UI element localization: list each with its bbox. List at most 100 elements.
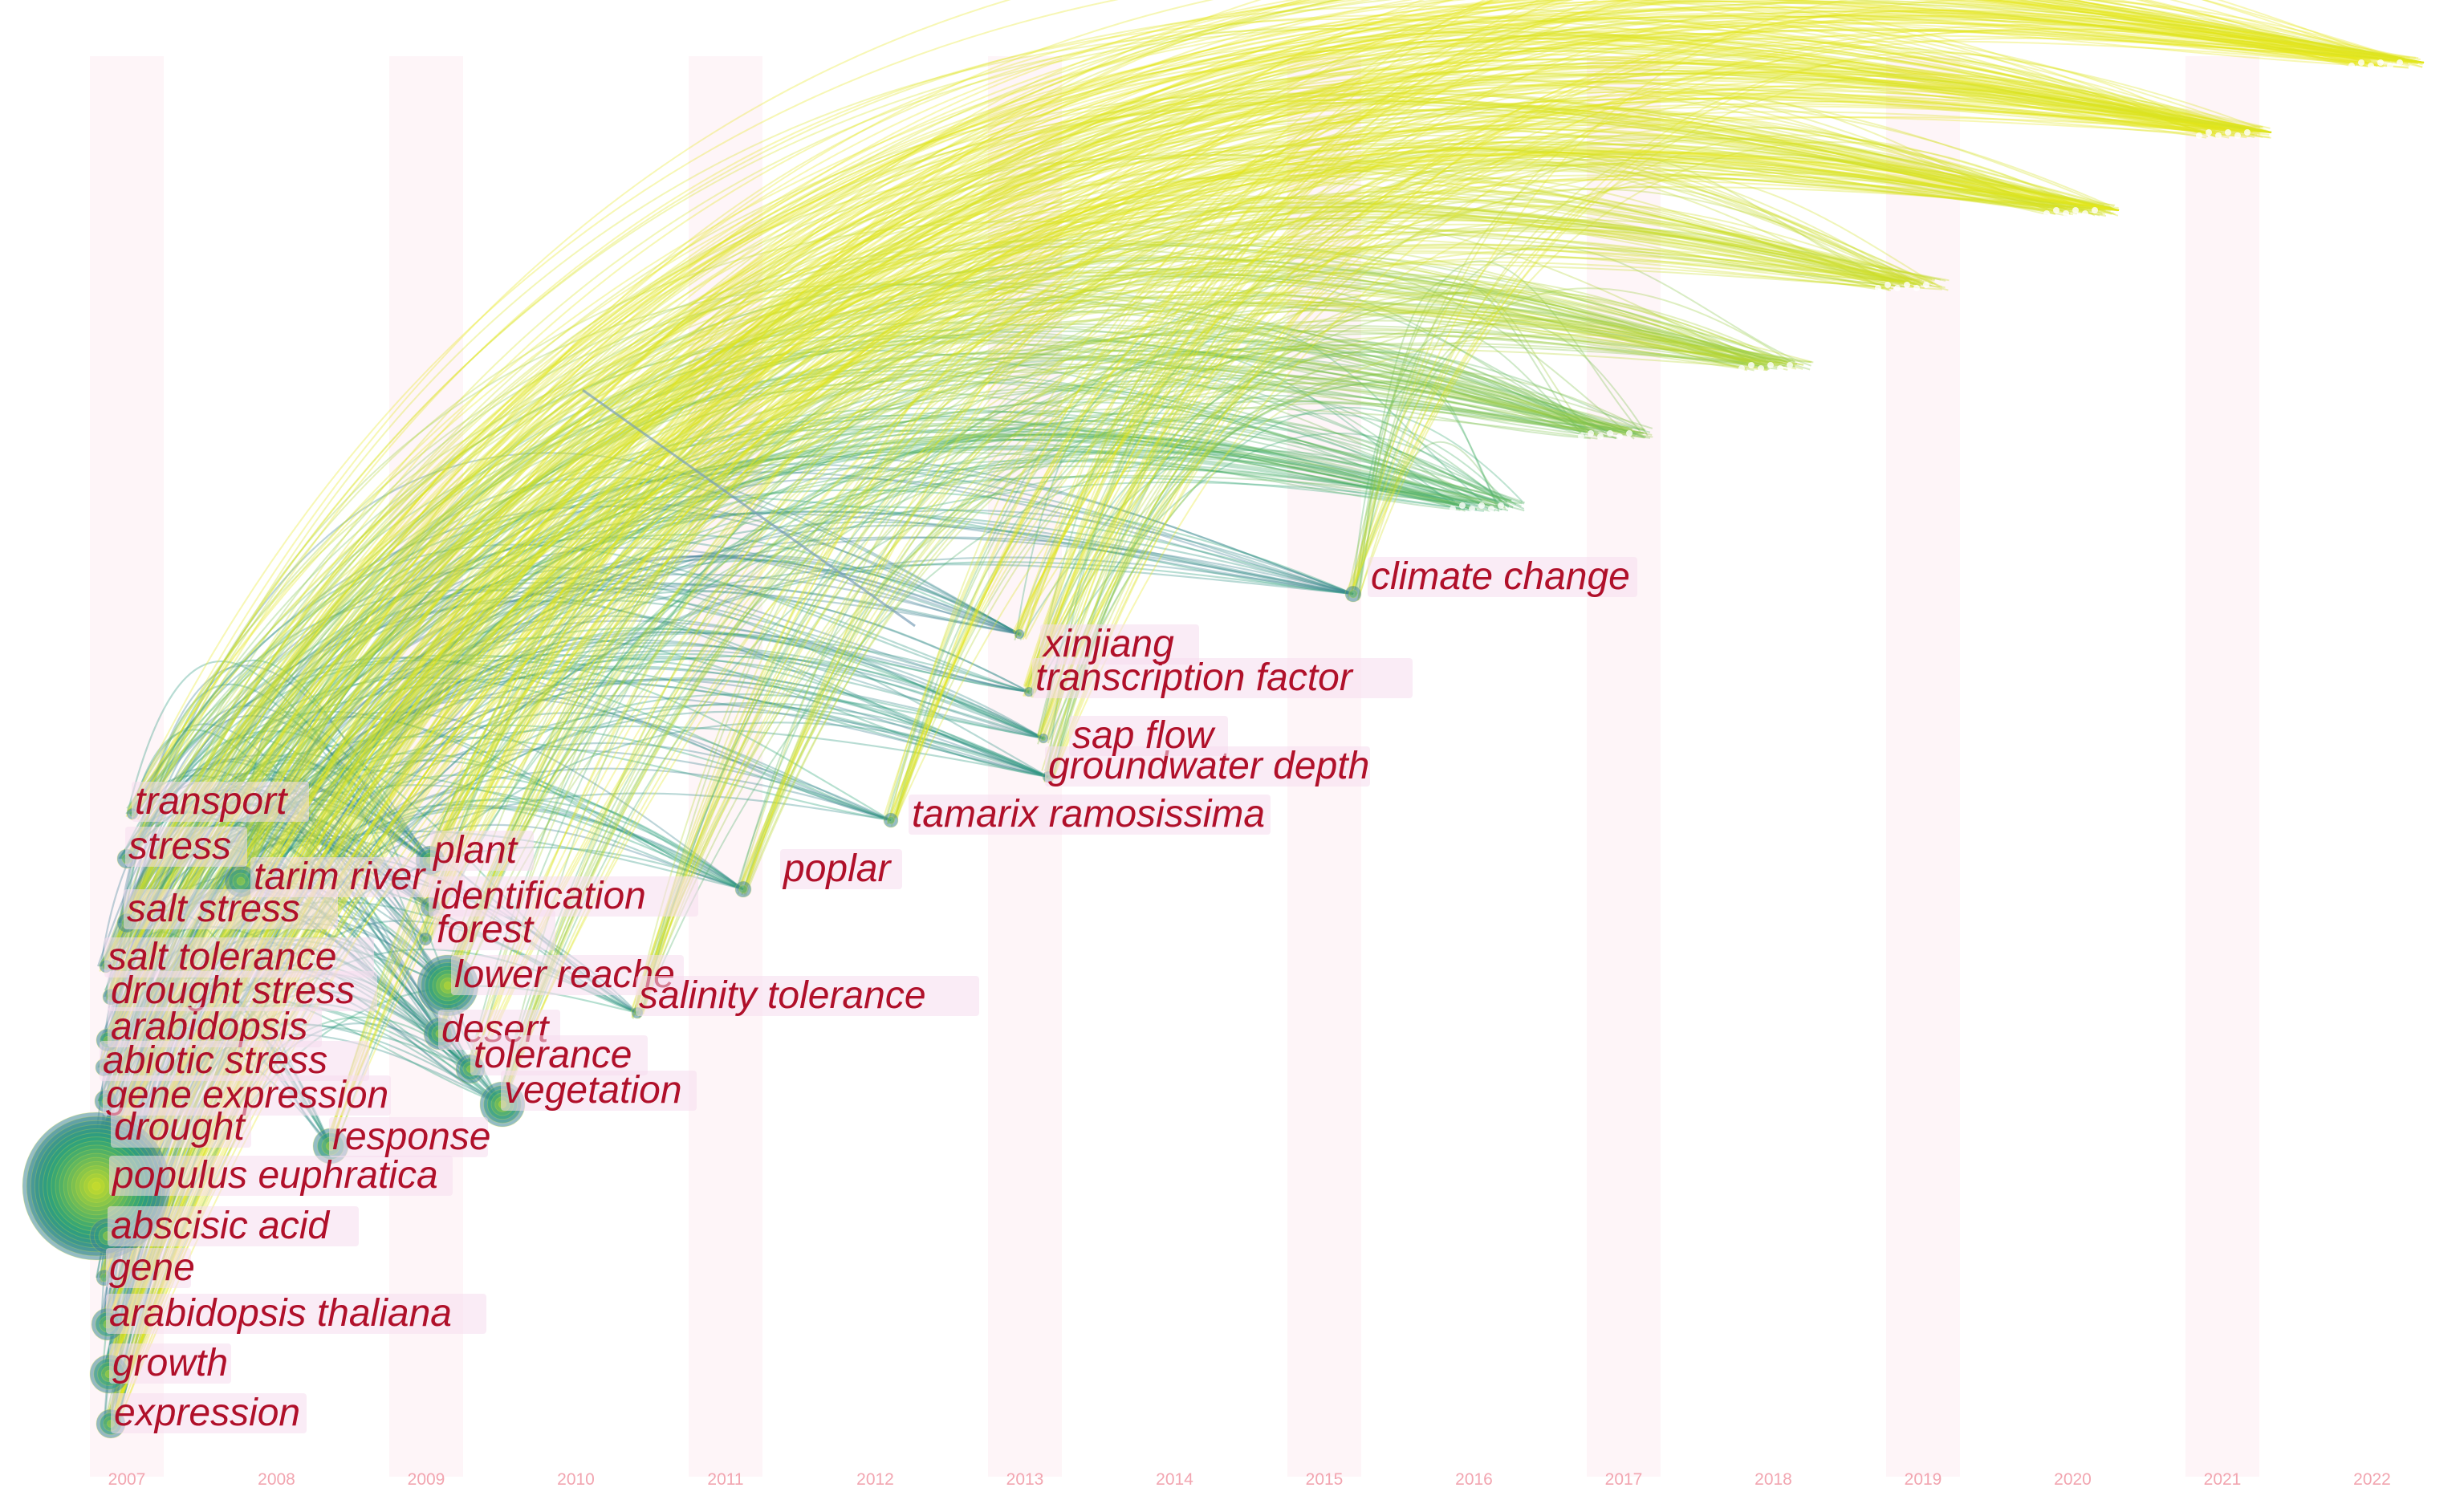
keyword-label: climate change bbox=[1371, 555, 1630, 598]
link-453 bbox=[100, 177, 1925, 1186]
link-675 bbox=[105, 0, 2352, 971]
link-566 bbox=[896, 101, 2110, 819]
link-703 bbox=[1033, 0, 2423, 688]
stack-node-1-1 bbox=[1616, 433, 1623, 440]
keyword-label-bg bbox=[124, 889, 338, 929]
keyword-vegetation[interactable]: vegetation bbox=[501, 1069, 697, 1112]
stack-node-4-1 bbox=[2082, 210, 2088, 217]
keyword-response[interactable]: response bbox=[329, 1116, 490, 1158]
link-150 bbox=[139, 677, 1049, 815]
link-240 bbox=[441, 450, 1509, 987]
link-590 bbox=[130, 84, 2223, 929]
link-401 bbox=[453, 265, 1768, 982]
link-287 bbox=[1053, 394, 1525, 777]
link-413 bbox=[101, 266, 1779, 965]
link-277 bbox=[238, 373, 1511, 886]
link-749 bbox=[96, 70, 2272, 1187]
keyword-arabidopsis-thaliana[interactable]: arabidopsis thaliana bbox=[106, 1292, 486, 1335]
link-669 bbox=[1014, 28, 2419, 639]
link-464 bbox=[502, 210, 1879, 1103]
link-485 bbox=[428, 225, 1905, 867]
link-448 bbox=[100, 153, 1913, 1275]
keyword-tolerance[interactable]: tolerance bbox=[470, 1034, 648, 1076]
link-595 bbox=[109, 47, 2201, 994]
keyword-plant[interactable]: plant bbox=[430, 829, 534, 872]
keyword-drought[interactable]: drought bbox=[111, 1106, 251, 1148]
link-378 bbox=[502, 308, 1759, 1105]
link-229 bbox=[640, 380, 1525, 1011]
link-750 bbox=[107, 0, 2425, 1325]
link-478 bbox=[438, 205, 1921, 1040]
keyword-poplar[interactable]: poplar bbox=[780, 847, 902, 890]
link-255 bbox=[131, 388, 1464, 921]
stack-node-1-5 bbox=[1578, 433, 1584, 440]
link-582 bbox=[889, 85, 2270, 819]
link-462 bbox=[739, 219, 1922, 886]
link-727 bbox=[107, 71, 2272, 1325]
link-608 bbox=[423, 18, 2246, 904]
keyword-label-bg bbox=[108, 1007, 322, 1047]
link-193 bbox=[104, 566, 1030, 1237]
link-717 bbox=[104, 30, 2272, 1278]
keyword-sap-flow[interactable]: sap flow bbox=[1069, 714, 1228, 757]
stack-node-6-1 bbox=[2387, 63, 2393, 69]
keyword-stress[interactable]: stress bbox=[125, 825, 247, 868]
keyword-abscisic-acid[interactable]: abscisic acid bbox=[108, 1205, 359, 1247]
link-712 bbox=[107, 15, 2425, 1237]
link-58 bbox=[118, 811, 426, 940]
keyword-gene-expression[interactable]: gene expression bbox=[103, 1074, 391, 1116]
link-535 bbox=[103, 87, 2118, 1070]
link-450 bbox=[427, 174, 1911, 861]
link-175 bbox=[113, 554, 1020, 1131]
link-588 bbox=[468, 30, 2213, 1075]
link-470 bbox=[1024, 153, 1942, 697]
link-524 bbox=[1036, 172, 2056, 736]
keyword-label-bg bbox=[106, 1294, 486, 1334]
keyword-label: tolerance bbox=[474, 1034, 632, 1076]
link-766 bbox=[108, 72, 2272, 1375]
year-label-2012: 2012 bbox=[856, 1470, 894, 1489]
link-567 bbox=[423, 141, 2074, 904]
keyword-abiotic-stress[interactable]: abiotic stress bbox=[100, 1039, 369, 1082]
keyword-xinjiang[interactable]: xinjiang bbox=[1040, 623, 1199, 665]
link-338 bbox=[115, 339, 1636, 995]
link-517 bbox=[635, 152, 2097, 1008]
keyword-expression[interactable]: expression bbox=[111, 1392, 307, 1434]
link-242 bbox=[437, 420, 1478, 1038]
link-690 bbox=[469, 21, 2409, 1069]
link-361 bbox=[110, 270, 1785, 1101]
link-385 bbox=[108, 324, 1767, 1132]
link-624 bbox=[93, 79, 2262, 1185]
link-571 bbox=[1023, 2, 2209, 686]
link-606 bbox=[105, 79, 2251, 961]
keyword-forest[interactable]: forest bbox=[433, 908, 555, 951]
keyword-tamarix-ramosissima[interactable]: tamarix ramosissima bbox=[909, 793, 1271, 835]
keyword-growth[interactable]: growth bbox=[109, 1342, 231, 1384]
link-359 bbox=[108, 352, 1619, 1103]
link-537 bbox=[105, 113, 2111, 1421]
keyword-populus-euphratica[interactable]: populus euphratica bbox=[109, 1154, 453, 1197]
keyword-label-bg bbox=[109, 1343, 231, 1384]
keyword-gene[interactable]: gene bbox=[106, 1246, 195, 1289]
link-417 bbox=[234, 296, 1775, 878]
link-297 bbox=[496, 365, 1642, 1111]
keyword-salinity-tolerance[interactable]: salinity tolerance bbox=[636, 974, 979, 1017]
link-136 bbox=[126, 661, 431, 862]
link-329 bbox=[107, 385, 1609, 1063]
link-258 bbox=[234, 459, 1478, 888]
link-638 bbox=[1033, 14, 2227, 689]
link-643 bbox=[1014, 30, 2418, 632]
link-565 bbox=[101, 140, 2048, 1235]
keyword-transport[interactable]: transport bbox=[132, 780, 309, 823]
keyword-climate-change[interactable]: climate change bbox=[1368, 555, 1637, 598]
link-431 bbox=[111, 236, 1942, 1135]
link-756 bbox=[107, 64, 2272, 1325]
link-373 bbox=[98, 291, 1797, 1187]
keyword-drought-stress[interactable]: drought stress bbox=[108, 969, 377, 1012]
link-635 bbox=[104, 87, 2271, 1370]
year-band-2019 bbox=[1886, 56, 1960, 1477]
keyword-lower-reache[interactable]: lower reache bbox=[451, 953, 684, 996]
link-337 bbox=[124, 330, 1646, 925]
link-748 bbox=[96, 2, 2425, 1187]
keyword-salt-stress[interactable]: salt stress bbox=[124, 888, 338, 930]
